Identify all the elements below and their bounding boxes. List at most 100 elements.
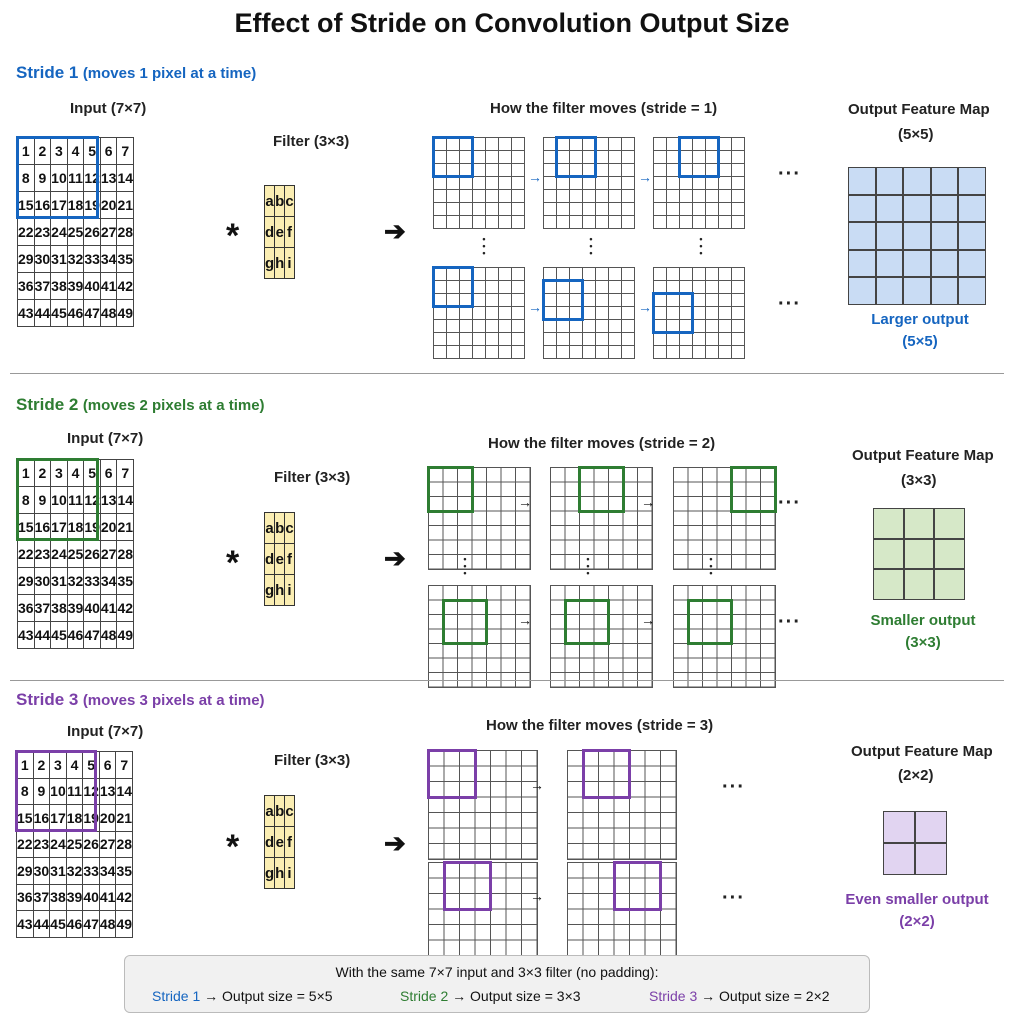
filter-cell: a [263, 795, 276, 827]
input-cell: 28 [116, 540, 135, 568]
input-cell: 41 [99, 272, 118, 300]
output-caption-text: Even smaller output [845, 891, 989, 908]
small-arrow-icon: → [641, 494, 655, 510]
input-cell: 33 [83, 567, 101, 595]
input-cell: 7 [115, 751, 134, 779]
input-cell: 43 [16, 910, 34, 938]
mini-grid [673, 466, 777, 570]
input-cell: 35 [116, 245, 135, 273]
filter-cell: b [274, 185, 286, 217]
output-cell [958, 167, 986, 195]
output-cell [883, 811, 915, 843]
input-cell: 33 [82, 857, 100, 885]
filter-cell: f [284, 543, 295, 575]
input-cell: 21 [115, 804, 134, 832]
output-title: Output Feature Map [852, 447, 994, 464]
input-cell: 24 [49, 830, 67, 858]
output-cell [958, 249, 986, 278]
input-cell: 7 [116, 137, 135, 165]
summary-result: → Output size = 5×5 [204, 988, 333, 1004]
output-cell [915, 811, 947, 843]
arrow-icon: ➔ [384, 828, 406, 858]
input-cell: 25 [66, 218, 85, 246]
input-cell: 20 [98, 804, 117, 832]
filter-cell: g [263, 574, 276, 606]
input-cell: 15 [17, 191, 35, 219]
input-cell: 41 [99, 594, 118, 622]
output-caption-size: (2×2) [899, 913, 935, 930]
mini-grid [653, 136, 745, 229]
input-cell: 49 [115, 910, 134, 938]
input-matrix: 1 2 3 4 5 6 7 8 9 10 11 12 13 14 15 16 17 18 19 20 21 22 23 24 2… [17, 137, 135, 327]
vertical-ellipsis: • • • [586, 554, 590, 578]
output-cell [848, 249, 876, 278]
input-cell: 36 [17, 594, 35, 622]
input-cell: 22 [17, 218, 35, 246]
input-cell: 26 [83, 218, 101, 246]
mini-grid [542, 267, 635, 359]
input-cell: 42 [116, 594, 135, 622]
filter-cell: b [274, 512, 286, 544]
stride-3-label: Stride 3 [16, 690, 79, 709]
input-cell: 10 [49, 777, 67, 805]
input-cell: 25 [65, 830, 84, 858]
small-arrow-icon: → [528, 299, 542, 315]
input-cell: 34 [98, 857, 117, 885]
output-cell [934, 508, 965, 539]
convolution-operator: * [226, 217, 240, 255]
filter-window [730, 466, 777, 513]
input-label: Input (7×7) [67, 723, 144, 740]
filter-cell: d [263, 543, 276, 575]
mini-grid [567, 749, 677, 860]
ellipsis-icon: ··· [722, 887, 745, 909]
input-cell: 36 [16, 883, 34, 911]
input-cell: 29 [17, 245, 35, 273]
input-cell: 43 [17, 299, 35, 327]
input-cell: 30 [33, 567, 52, 595]
output-cell [873, 569, 904, 600]
stride-3-note: (moves 3 pixels at a time) [82, 692, 265, 709]
input-cell: 40 [83, 272, 101, 300]
summary-stride-label: Stride 3 [649, 988, 698, 1004]
input-cell: 46 [66, 621, 85, 649]
mini-grid [428, 585, 531, 688]
input-cell: 31 [49, 857, 67, 885]
summary-item-stride-2: Stride 2 → Output size = 3×3 [400, 988, 581, 1004]
small-arrow-icon: → [638, 299, 652, 315]
input-cell: 27 [99, 540, 118, 568]
summary-result: → Output size = 3×3 [452, 988, 581, 1004]
output-cell [934, 569, 965, 600]
filter-cell: g [263, 857, 276, 889]
filter-cell: f [284, 826, 295, 858]
output-cell [958, 194, 986, 223]
filter-window [686, 598, 733, 645]
stride-2-label: Stride 2 [16, 395, 79, 414]
ellipsis-icon: ··· [778, 611, 801, 633]
output-caption: Larger output (5×5) [840, 309, 1000, 353]
input-cell: 6 [99, 459, 118, 487]
input-cell: 31 [50, 245, 68, 273]
input-cell: 44 [33, 621, 52, 649]
input-matrix: 1 2 3 4 5 6 7 8 9 10 11 12 13 14 15 16 17 18 19 20 21 22 23 24 2… [16, 751, 134, 938]
input-cell: 47 [83, 621, 101, 649]
filter-window-highlight [16, 136, 99, 219]
input-cell: 23 [32, 830, 51, 858]
vertical-ellipsis: • • • [699, 234, 703, 258]
output-cell [930, 277, 959, 305]
output-cell [903, 538, 935, 570]
mini-grid [550, 585, 653, 688]
filter-window [542, 279, 584, 321]
vertical-ellipsis: • • • [463, 554, 467, 578]
output-cell [903, 222, 931, 250]
input-cell: 45 [49, 910, 67, 938]
input-cell: 20 [99, 191, 118, 219]
mini-grid [652, 267, 745, 359]
output-cell [875, 167, 904, 195]
output-caption-text: Larger output [871, 311, 969, 328]
stride-1-label: Stride 1 [16, 63, 79, 82]
input-cell: 28 [115, 830, 134, 858]
filter-cell: a [263, 185, 276, 217]
output-cell [848, 194, 876, 223]
filter-window [578, 466, 625, 513]
